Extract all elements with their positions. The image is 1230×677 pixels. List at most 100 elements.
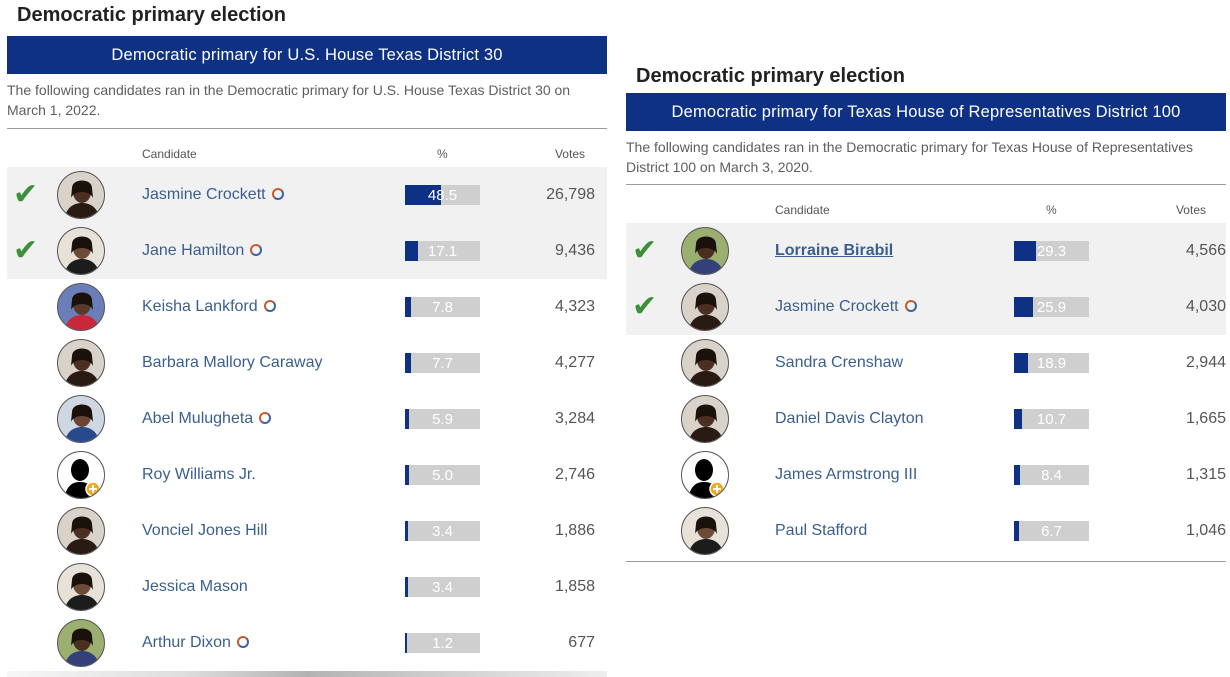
ballotpedia-badge-icon[interactable] (263, 300, 276, 312)
candidate-row: James Armstrong III 8.4 1,315 (626, 447, 1226, 503)
vote-percent-bar: 17.1 (405, 241, 480, 261)
ballotpedia-badge-icon[interactable] (271, 188, 284, 200)
vote-count: 1,665 (1185, 410, 1226, 427)
race-title-bar: Democratic primary for U.S. House Texas … (7, 36, 607, 74)
candidate-avatar (681, 339, 729, 387)
candidate-name-link[interactable]: Arthur Dixon (142, 615, 249, 671)
vote-percent-bar: 5.0 (405, 465, 480, 485)
results-list: ✔ Jasmine Crockett 48.5 26,798 ✔ Jane Hamilto… (7, 167, 607, 671)
vote-count: 1,315 (1185, 466, 1226, 483)
vote-percent-bar: 25.9 (1014, 297, 1089, 317)
race-description: The following candidates ran in the Demo… (7, 74, 607, 129)
column-percent: % (437, 147, 448, 161)
vote-percent: 3.4 (432, 579, 453, 596)
candidate-row: Abel Mulugheta 5.9 3,284 (7, 391, 607, 447)
candidate-avatar (57, 507, 105, 555)
vote-count: 1,858 (554, 578, 595, 595)
checkmark-icon: ✔ (632, 234, 658, 267)
vote-percent: 10.7 (1036, 411, 1067, 428)
candidate-avatar (681, 507, 729, 555)
candidate-row: Jessica Mason 3.4 1,858 (7, 559, 607, 615)
column-candidate: Candidate (142, 147, 197, 161)
candidate-name-link[interactable]: Roy Williams Jr. (142, 447, 256, 503)
vote-percent-fill (405, 577, 408, 597)
vote-percent: 7.7 (432, 355, 453, 372)
vote-percent-fill (405, 353, 411, 373)
vote-count: 2,944 (1185, 354, 1226, 371)
race-title-bar: Democratic primary for Texas House of Re… (626, 93, 1226, 131)
ballotpedia-badge-icon[interactable] (250, 244, 263, 256)
vote-count: 1,046 (1185, 522, 1226, 539)
ballotpedia-badge-icon[interactable] (236, 636, 249, 648)
section-heading: Democratic primary election (17, 4, 286, 26)
candidate-name: Jane Hamilton (142, 242, 245, 259)
candidate-name-link[interactable]: Paul Stafford (775, 503, 867, 559)
candidate-avatar (57, 283, 105, 331)
vote-percent: 3.4 (432, 523, 453, 540)
candidate-avatar (681, 451, 729, 499)
vote-count: 9,436 (554, 242, 595, 259)
candidate-row: Daniel Davis Clayton 10.7 1,665 (626, 391, 1226, 447)
candidate-name-link[interactable]: Barbara Mallory Caraway (142, 335, 323, 391)
vote-percent-fill (405, 521, 408, 541)
results-header: Candidate % Votes (626, 185, 1226, 223)
candidate-name: Keisha Lankford (142, 298, 258, 315)
candidate-name-link[interactable]: Jessica Mason (142, 559, 248, 615)
vote-percent: 8.4 (1041, 467, 1062, 484)
ballotpedia-badge-icon[interactable] (904, 300, 917, 312)
candidate-name-link[interactable]: Lorraine Birabil (775, 223, 893, 279)
candidate-name-link[interactable]: Jasmine Crockett (142, 167, 284, 223)
candidate-name: Abel Mulugheta (142, 410, 254, 427)
right-election-panel: Democratic primary election Democratic p… (626, 61, 1226, 562)
vote-percent-bar: 29.3 (1014, 241, 1089, 261)
results-list: ✔ Lorraine Birabil 29.3 4,566 ✔ Jasmine Crock… (626, 223, 1226, 559)
vote-percent: 7.8 (432, 299, 453, 316)
vote-percent-fill (405, 297, 411, 317)
vote-count: 677 (568, 634, 595, 651)
column-percent: % (1046, 203, 1057, 217)
vote-percent-fill (405, 409, 409, 429)
candidate-name-link[interactable]: Jasmine Crockett (775, 279, 917, 335)
left-election-panel: Democratic primary election Democratic p… (7, 0, 607, 677)
candidate-name-link[interactable]: Daniel Davis Clayton (775, 391, 924, 447)
candidate-row: Paul Stafford 6.7 1,046 (626, 503, 1226, 559)
candidate-name-link[interactable]: Abel Mulugheta (142, 391, 272, 447)
candidate-name: Jasmine Crockett (142, 186, 266, 203)
vote-percent-fill (405, 241, 418, 261)
vote-count: 4,566 (1185, 242, 1226, 259)
candidate-avatar (57, 451, 105, 499)
candidate-name-link[interactable]: Jane Hamilton (142, 223, 263, 279)
ballotpedia-badge-icon[interactable] (259, 412, 272, 424)
column-votes: Votes (1175, 203, 1206, 217)
vote-count: 2,746 (554, 466, 595, 483)
vote-percent-bar: 7.7 (405, 353, 480, 373)
candidate-avatar (57, 395, 105, 443)
vote-percent-fill (1014, 353, 1028, 373)
candidate-name-link[interactable]: Vonciel Jones Hill (142, 503, 267, 559)
vote-percent-bar: 6.7 (1014, 521, 1089, 541)
candidate-avatar (681, 395, 729, 443)
checkmark-icon: ✔ (13, 234, 39, 267)
vote-count: 1,886 (554, 522, 595, 539)
candidate-name: Barbara Mallory Caraway (142, 354, 323, 371)
vote-percent-bar: 5.9 (405, 409, 480, 429)
vote-count: 4,030 (1185, 298, 1226, 315)
candidate-name-link[interactable]: Keisha Lankford (142, 279, 276, 335)
candidate-row: Keisha Lankford 7.8 4,323 (7, 279, 607, 335)
vote-percent: 25.9 (1036, 299, 1067, 316)
candidate-name: Jessica Mason (142, 578, 248, 595)
vote-percent: 1.2 (432, 635, 453, 652)
checkmark-icon: ✔ (13, 178, 39, 211)
checkmark-icon: ✔ (632, 290, 658, 323)
candidate-row: ✔ Lorraine Birabil 29.3 4,566 (626, 223, 1226, 279)
vote-percent: 6.7 (1041, 523, 1062, 540)
candidate-name-link[interactable]: Sandra Crenshaw (775, 335, 903, 391)
vote-percent: 5.9 (432, 411, 453, 428)
vote-percent-bar: 18.9 (1014, 353, 1089, 373)
vote-percent-bar: 48.5 (405, 185, 480, 205)
candidate-name: Lorraine Birabil (775, 242, 894, 259)
candidate-name-link[interactable]: James Armstrong III (775, 447, 917, 503)
column-votes: Votes (554, 147, 585, 161)
vote-percent-bar: 1.2 (405, 633, 480, 653)
candidate-row: ✔ Jane Hamilton 17.1 9,436 (7, 223, 607, 279)
